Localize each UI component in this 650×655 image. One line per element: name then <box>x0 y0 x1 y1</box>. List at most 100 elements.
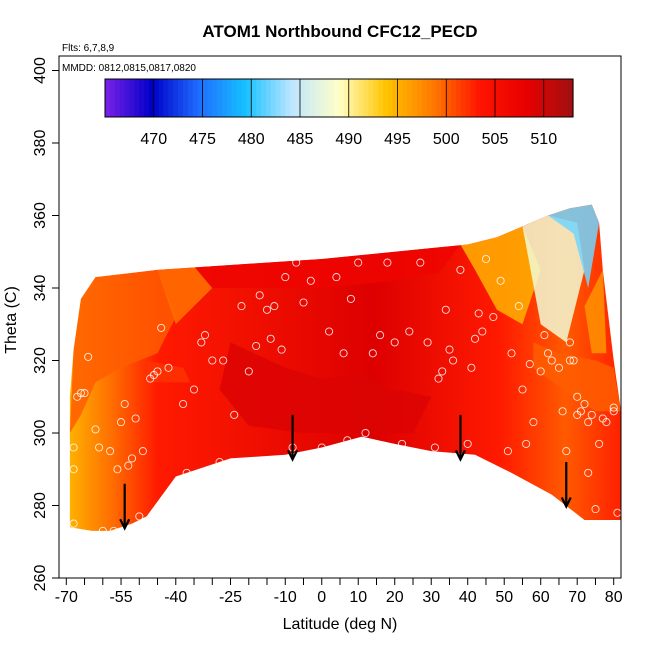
x-tick-label-7: 20 <box>386 589 404 606</box>
colorbar-swatch-35 <box>275 79 282 117</box>
data-point-90 <box>558 407 567 416</box>
colorbar-swatch-16 <box>183 79 189 117</box>
data-point-13 <box>116 418 126 427</box>
data-point-79 <box>507 349 516 358</box>
colorbar-swatch-61 <box>402 79 408 117</box>
data-point-31 <box>215 457 224 467</box>
field-region-5 <box>522 215 585 343</box>
colorbar-swatch-4 <box>124 79 130 117</box>
colorbar-swatch-94 <box>563 79 569 117</box>
data-point-33 <box>230 410 239 419</box>
data-point-89 <box>554 363 564 372</box>
colorbar-swatch-47 <box>334 79 340 117</box>
y-tick-label-1: 280 <box>32 492 49 519</box>
colorbar-tick-label-4: 490 <box>335 131 362 148</box>
colorbar-swatch-91 <box>548 79 555 117</box>
data-point-4 <box>76 389 85 398</box>
colorbar-swatch-62 <box>407 79 413 117</box>
colorbar-swatch-9 <box>148 79 155 117</box>
profile-arrow-head-3 <box>560 497 572 509</box>
x-axis-label: Latitude (deg N) <box>283 616 398 633</box>
colorbar-swatch-21 <box>207 79 213 117</box>
colorbar-tick-label-2: 480 <box>238 131 265 148</box>
colorbar-swatch-83 <box>509 79 516 117</box>
colorbar-swatch-87 <box>529 79 535 117</box>
data-point-34 <box>237 302 246 311</box>
data-point-95 <box>573 392 582 401</box>
data-point-54 <box>361 428 370 438</box>
y-axis: 260 280 300 320 340 360 380 400 <box>32 57 59 591</box>
colorbar-swatch-30 <box>251 79 257 117</box>
data-point-48 <box>325 327 334 336</box>
colorbar-swatch-15 <box>178 79 184 117</box>
data-point-11 <box>109 526 118 535</box>
data-point-42 <box>281 273 290 282</box>
x-tick-label-5: 0 <box>317 589 326 606</box>
data-point-62 <box>423 338 432 347</box>
y-tick-label-4: 340 <box>32 275 49 302</box>
data-point-57 <box>383 258 392 267</box>
heatmap-field <box>69 204 621 535</box>
data-point-2 <box>69 443 78 452</box>
x-tick-label-12: 70 <box>568 589 586 606</box>
colorbar-swatch-58 <box>387 79 394 117</box>
data-point-101 <box>587 410 596 419</box>
data-point-55 <box>368 349 377 358</box>
colorbar-swatch-76 <box>475 79 481 117</box>
colorbar-swatch-66 <box>426 79 433 117</box>
colorbar-swatch-69 <box>441 79 447 117</box>
data-point-63 <box>430 443 439 452</box>
profile-arrow-2 <box>454 414 466 462</box>
x-tick-label-9: 40 <box>459 589 477 606</box>
data-point-87 <box>543 349 553 358</box>
data-point-58 <box>390 338 399 347</box>
data-point-60 <box>405 327 414 336</box>
data-point-99 <box>584 418 593 427</box>
colorbar-frame <box>104 78 574 118</box>
data-point-69 <box>456 265 465 274</box>
data-point-78 <box>503 447 512 456</box>
colorbar: 470 475 480 485 490 495 500 505 510 <box>104 78 574 148</box>
data-point-93 <box>565 356 574 365</box>
colorbar-swatch-49 <box>343 79 350 117</box>
data-point-1 <box>69 465 78 474</box>
colorbar-swatch-38 <box>290 79 296 117</box>
colorbar-tick-label-6: 500 <box>433 131 460 148</box>
colorbar-swatch-37 <box>285 79 291 117</box>
data-point-103 <box>595 439 604 448</box>
colorbar-swatch-45 <box>324 79 330 117</box>
data-point-10 <box>106 447 115 456</box>
colorbar-swatch-42 <box>309 79 316 117</box>
data-point-76 <box>489 312 498 322</box>
profile-arrows <box>119 414 572 531</box>
data-point-22 <box>153 367 162 376</box>
data-point-72 <box>470 334 480 343</box>
x-tick-label-0: -70 <box>55 589 78 606</box>
colorbar-swatch-78 <box>485 79 491 117</box>
profile-arrow-1 <box>287 414 299 462</box>
colorbar-swatch-88 <box>534 79 540 117</box>
field-region-0 <box>69 269 176 433</box>
field-region-4 <box>460 226 541 325</box>
colorbar-swatch-12 <box>163 79 169 117</box>
data-point-32 <box>219 356 228 365</box>
data-point-6 <box>84 352 93 361</box>
profile-arrow-head-1 <box>287 449 299 462</box>
colorbar-swatch-22 <box>212 79 218 117</box>
colorbar-tick-label-7: 505 <box>482 131 509 148</box>
data-point-19 <box>138 447 147 456</box>
data-point-102 <box>591 505 600 514</box>
data-point-68 <box>449 356 458 365</box>
data-point-15 <box>124 461 133 470</box>
data-point-7 <box>91 425 100 434</box>
colorbar-swatch-82 <box>504 79 511 117</box>
data-point-47 <box>317 443 326 452</box>
colorbar-swatch-53 <box>363 79 369 117</box>
colorbar-swatch-39 <box>295 79 301 117</box>
x-axis: -70 -55 -40 -25 -10 0 10 20 30 40 50 60 70 80 <box>55 578 623 606</box>
flights-annotation: Flts: 6,7,8,9 <box>62 43 115 54</box>
colorbar-swatch-19 <box>197 79 204 117</box>
profile-arrow-3 <box>560 462 572 509</box>
x-tick-label-13: 80 <box>605 589 623 606</box>
